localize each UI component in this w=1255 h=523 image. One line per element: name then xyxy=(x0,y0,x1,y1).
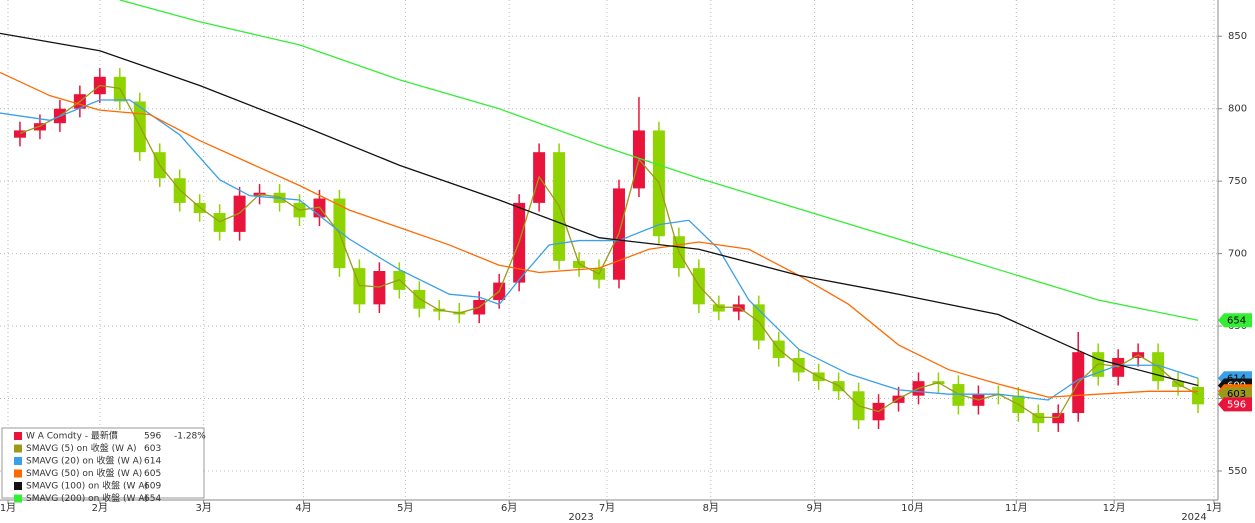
legend-label: W A Comdty - 最新價 xyxy=(26,430,118,442)
legend-swatch xyxy=(14,457,22,465)
legend-change: -1.28% xyxy=(174,432,206,442)
x-tick-label: 6月 xyxy=(501,502,517,514)
ma-line xyxy=(0,71,1199,398)
year-label: 2023 xyxy=(568,512,593,523)
price-tag-label: 596 xyxy=(1227,399,1246,410)
legend-label: SMAVG (20) on 收盤 (W A) xyxy=(26,455,142,467)
legend-value: 609 xyxy=(144,482,161,492)
x-tick-label: 1月 xyxy=(1206,502,1222,514)
price-tag xyxy=(1218,313,1252,328)
candle-body xyxy=(213,213,226,232)
x-tick-label: 2月 xyxy=(92,502,108,514)
x-tick-label: 1月 xyxy=(0,502,16,514)
candle-body xyxy=(1112,357,1125,377)
candle-body xyxy=(952,384,965,406)
x-tick-label: 4月 xyxy=(295,502,311,514)
price-tag xyxy=(1218,397,1252,412)
candle-body xyxy=(712,304,725,312)
candle-body xyxy=(1052,413,1065,424)
x-tick-label: 5月 xyxy=(397,502,413,514)
candle-body xyxy=(33,123,46,131)
price-tag-label: 654 xyxy=(1227,315,1246,326)
legend-label: SMAVG (50) on 收盤 (W A) xyxy=(26,467,142,479)
legend-label: SMAVG (5) on 收盤 (W A) xyxy=(26,442,137,454)
y-tick-label: 700 xyxy=(1228,249,1247,260)
legend-label: SMAVG (100) on 收盤 (W A) xyxy=(26,480,148,492)
legend-swatch xyxy=(14,432,22,440)
x-tick-label: 8月 xyxy=(703,502,719,514)
x-tick-label: 9月 xyxy=(806,502,822,514)
y-tick-label: 850 xyxy=(1228,31,1247,42)
legend-swatch xyxy=(14,444,22,453)
legend-value: 596 xyxy=(144,432,161,442)
x-tick-label: 10月 xyxy=(901,502,924,514)
legend-value: 654 xyxy=(144,494,161,504)
x-tick-label: 11月 xyxy=(1005,502,1028,514)
ma-line xyxy=(119,0,1199,321)
candle-body xyxy=(1192,386,1205,405)
legend-box xyxy=(1,427,205,499)
y-tick-label: 800 xyxy=(1228,104,1247,115)
candle-body xyxy=(373,271,386,305)
x-tick-label: 12月 xyxy=(1103,502,1126,514)
candle-body xyxy=(1032,413,1045,424)
ma-line xyxy=(0,99,1199,401)
x-tick-label: 7月 xyxy=(599,502,615,514)
ma-line xyxy=(19,84,1199,419)
price-tag-label: 603 xyxy=(1227,389,1246,400)
candle-body xyxy=(233,195,246,232)
legend-swatch xyxy=(14,469,22,478)
legend-value: 614 xyxy=(144,457,161,467)
y-tick-label: 550 xyxy=(1228,466,1247,477)
y-tick-label: 750 xyxy=(1228,176,1247,187)
ma-line xyxy=(0,32,1199,387)
legend-swatch xyxy=(14,494,22,503)
legend-value: 605 xyxy=(144,469,161,479)
x-tick-label: 3月 xyxy=(195,502,211,514)
legend-label: SMAVG (200) on 收盤 (W A) xyxy=(26,492,148,504)
candle-body xyxy=(13,130,26,138)
year-label: 2024 xyxy=(1181,512,1206,523)
candle-body xyxy=(353,268,366,305)
legend-swatch xyxy=(14,482,22,490)
legend-value: 603 xyxy=(144,444,161,454)
